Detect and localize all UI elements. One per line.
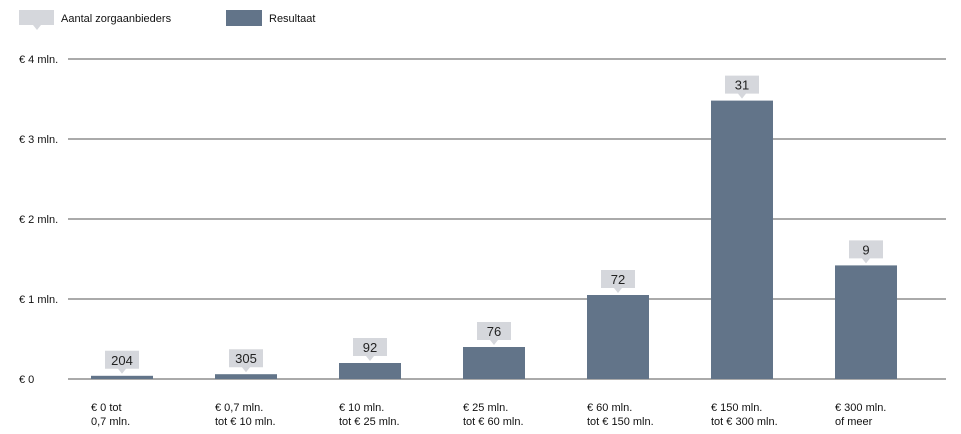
x-tick-label: € 0 tot bbox=[91, 402, 122, 414]
count-label: 72 bbox=[611, 272, 625, 287]
count-callout bbox=[849, 240, 883, 264]
count-callout bbox=[353, 338, 387, 361]
count-label: 204 bbox=[111, 353, 133, 368]
bar bbox=[215, 374, 277, 379]
y-tick-label: € 4 mln. bbox=[19, 54, 58, 66]
count-label: 31 bbox=[735, 78, 749, 93]
x-tick-label: € 25 mln. bbox=[463, 402, 508, 414]
x-tick-label: € 300 mln. bbox=[835, 402, 886, 414]
y-tick-label: € 2 mln. bbox=[19, 214, 58, 226]
count-label: 92 bbox=[363, 340, 377, 355]
x-tick-label: € 0,7 mln. bbox=[215, 402, 263, 414]
bar bbox=[711, 100, 773, 379]
x-tick-label: tot € 300 mln. bbox=[711, 416, 778, 428]
y-tick-label: € 3 mln. bbox=[19, 134, 58, 146]
x-tick-label: € 60 mln. bbox=[587, 402, 632, 414]
x-tick-label: € 10 mln. bbox=[339, 402, 384, 414]
bars bbox=[91, 100, 897, 379]
x-tick-label: tot € 25 mln. bbox=[339, 416, 400, 428]
x-tick-label: tot € 60 mln. bbox=[463, 416, 524, 428]
count-callout bbox=[229, 349, 263, 373]
category-labels: € 0 tot 0,7 mln. € 0,7 mln. tot € 10 mln. € … bbox=[91, 402, 886, 428]
bar bbox=[91, 375, 153, 379]
bar bbox=[463, 347, 525, 379]
bar bbox=[835, 265, 897, 379]
grid: € 0 € 1 mln. € 2 mln. € 3 mln. € 4 mln. bbox=[19, 54, 946, 386]
y-tick-label: € 1 mln. bbox=[19, 294, 58, 306]
x-tick-label: tot € 10 mln. bbox=[215, 416, 276, 428]
count-callout bbox=[725, 75, 759, 99]
count-label: 305 bbox=[235, 351, 257, 366]
x-tick-label: tot € 150 mln. bbox=[587, 416, 654, 428]
bar bbox=[587, 295, 649, 379]
legend-swatch-result bbox=[226, 10, 262, 26]
legend-label-result: Resultaat bbox=[269, 13, 315, 25]
count-labels: 204 305 92 76 72 31 9 bbox=[105, 75, 883, 374]
y-tick-label: € 0 bbox=[19, 374, 34, 386]
legend: Aantal zorgaanbieders Resultaat bbox=[19, 10, 315, 30]
count-callout bbox=[105, 350, 139, 374]
legend-swatch-count bbox=[19, 10, 54, 30]
legend-label-count: Aantal zorgaanbieders bbox=[61, 13, 172, 25]
x-tick-label: € 150 mln. bbox=[711, 402, 762, 414]
count-callout bbox=[477, 322, 511, 345]
count-label: 76 bbox=[487, 324, 501, 339]
x-tick-label: 0,7 mln. bbox=[91, 416, 130, 428]
bar bbox=[339, 363, 401, 379]
count-callout bbox=[601, 270, 635, 293]
x-tick-label: of meer bbox=[835, 416, 873, 428]
count-label: 9 bbox=[862, 242, 869, 257]
